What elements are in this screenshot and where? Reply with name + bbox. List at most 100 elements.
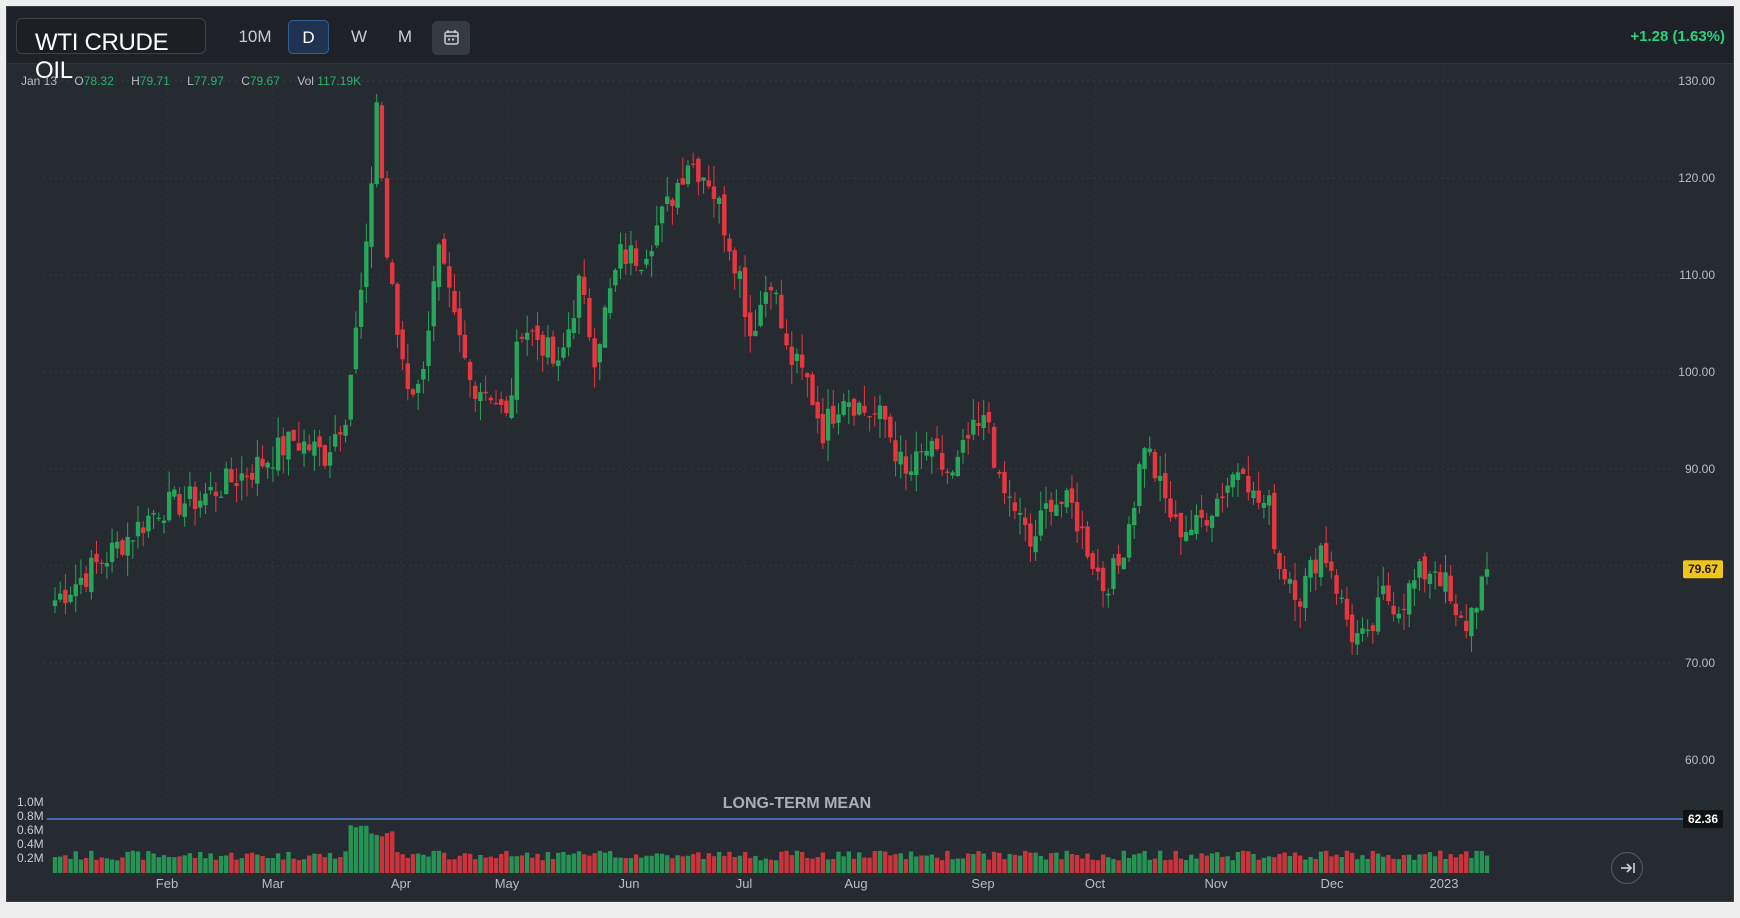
timeframe-w[interactable]: W [350,27,368,46]
volume-bar [857,852,862,873]
candle-body [1334,575,1339,594]
candle-body [545,337,551,358]
volume-bar [410,854,416,873]
volume-bar [1023,850,1028,873]
candle-body [301,441,307,454]
volume-bar [571,853,577,873]
candle-body [493,402,499,405]
volume-bar [789,855,794,873]
volume-bar [701,859,706,873]
symbol-selector[interactable]: WTI CRUDE OIL [16,18,206,84]
candle-body [1199,509,1204,518]
candle-body [1178,512,1184,538]
candle-body [1370,625,1376,632]
candle-body [260,458,265,467]
volume-bar [1064,850,1069,873]
candle-body [1240,468,1246,474]
candle-body [1272,492,1277,550]
volume-bar [561,852,566,873]
volume-bar [457,855,462,873]
candle-body [582,276,587,296]
timeframe-d[interactable]: D [288,20,329,54]
candle-body [550,336,556,364]
candle-body [317,436,322,448]
volume-bar [644,855,649,873]
volume-bar [405,857,411,873]
volume-bar [690,854,696,873]
candle-body [224,468,229,495]
close-value: 79.67 [249,74,280,88]
volume-bar [379,836,385,873]
volume-bar [519,855,525,873]
volume-bar [1074,854,1080,873]
volume-bar [1100,854,1106,873]
volume-bar [218,855,224,873]
candle-body [332,434,338,447]
volume-bar [208,853,213,873]
volume-bar [991,851,997,873]
volume-bar [773,860,779,873]
scroll-to-latest-button[interactable] [1611,852,1643,884]
volume-bar [1292,852,1298,873]
candle-body [540,334,545,356]
candle-body [1292,580,1298,600]
candle-body [369,183,374,247]
volume-bar [146,851,151,873]
volume-bar [618,857,623,873]
volume-bar [763,858,769,873]
candle-body [851,398,857,416]
volume-bar [400,854,405,873]
volume-tick-label: 0.8M [17,809,44,823]
candle-body [779,294,784,329]
volume-bar [73,851,78,873]
candle-body [882,405,888,420]
volume-bar [1007,853,1012,873]
candle-body [1406,583,1412,615]
price-chart[interactable]: 130.00120.00110.00100.0090.0070.0060.00 … [7,7,1733,901]
candle-body [275,437,281,471]
timeframe-10m[interactable]: 10M [238,27,272,46]
volume-bar [748,858,753,873]
volume-bar [628,858,634,873]
volume-bar [1303,859,1308,873]
volume-bar [1012,854,1018,873]
volume-bar [509,856,514,873]
candle-body [213,491,219,497]
candle-body [426,330,431,366]
volume-bar [286,851,291,873]
mean-value-tag [1683,810,1723,828]
candle-body [1401,608,1407,611]
candle-body [1230,474,1235,488]
candle-body [524,332,530,340]
candle-body [255,456,260,484]
volume-bar [384,833,390,873]
timeframe-m[interactable]: M [397,27,413,46]
candle-body [1137,464,1142,507]
candle-body [1100,567,1106,592]
candle-body [1168,498,1173,518]
volume-bar [1448,854,1453,873]
candle-body [322,444,327,466]
candle-body [784,333,789,346]
volume-bar [99,857,104,873]
candle-body [561,347,566,358]
volume-bar [950,859,955,873]
volume-bar [597,850,602,873]
volume-bar [997,852,1002,873]
volume-bar [478,854,483,873]
candle-body [1427,573,1433,584]
candle-body [716,198,722,204]
calendar-button[interactable] [432,21,470,55]
candle-body [602,307,608,348]
candle-body [1064,490,1069,508]
volume-bar [52,857,58,873]
candle-body [742,267,748,317]
volume-bar [260,856,265,873]
candle-body [1381,585,1386,595]
volume-bar [1251,853,1256,873]
volume-bar [369,833,374,873]
volume-bar [1095,860,1101,873]
candle-body [1074,502,1080,532]
time-tick-label: Aug [844,876,867,891]
candle-body [1183,532,1189,542]
